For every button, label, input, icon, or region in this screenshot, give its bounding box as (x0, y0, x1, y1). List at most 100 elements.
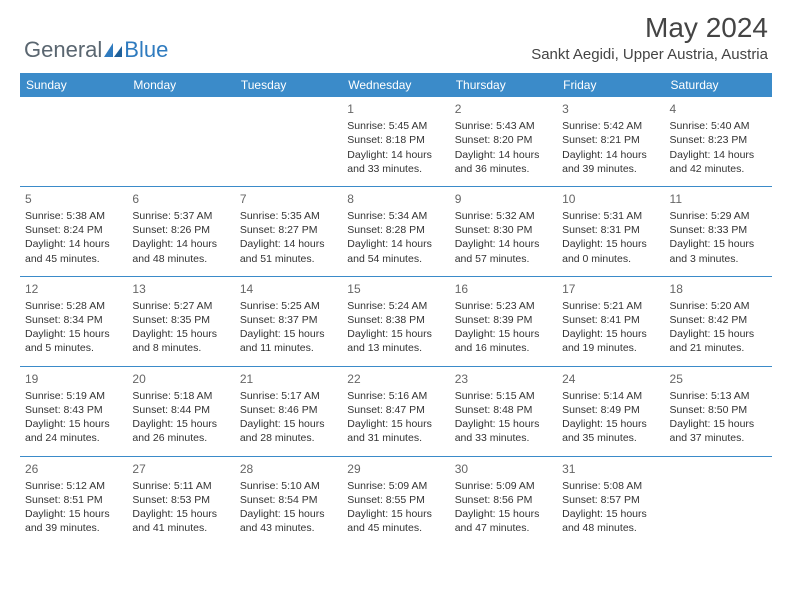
day-detail-line: Sunset: 8:30 PM (455, 223, 552, 237)
day-number: 5 (25, 191, 122, 207)
day-detail-line: Daylight: 14 hours (455, 237, 552, 251)
calendar-cell: 6 Sunrise: 5:37 AMSunset: 8:26 PMDaylight… (127, 186, 234, 276)
day-detail-line: Sunrise: 5:27 AM (132, 299, 229, 313)
day-number: 9 (455, 191, 552, 207)
day-detail-line: and 0 minutes. (562, 252, 659, 266)
day-detail-line: Daylight: 14 hours (240, 237, 337, 251)
day-detail-line: Sunset: 8:39 PM (455, 313, 552, 327)
day-detail-line: and 35 minutes. (562, 431, 659, 445)
day-detail-line: and 21 minutes. (670, 341, 767, 355)
day-detail-line: Daylight: 15 hours (455, 417, 552, 431)
calendar-row: 5Sunrise: 5:38 AMSunset: 8:24 PMDaylight… (20, 186, 772, 276)
day-detail-line: Daylight: 14 hours (132, 237, 229, 251)
title-block: May 2024 Sankt Aegidi, Upper Austria, Au… (531, 12, 768, 63)
day-detail-line: Sunset: 8:55 PM (347, 493, 444, 507)
calendar-cell: 1 Sunrise: 5:45 AMSunset: 8:18 PMDaylight… (342, 97, 449, 186)
day-number: 10 (562, 191, 659, 207)
day-detail-line: Daylight: 15 hours (240, 507, 337, 521)
day-detail-line: Daylight: 15 hours (132, 507, 229, 521)
day-detail-line: and 19 minutes. (562, 341, 659, 355)
calendar-row: 1Sunrise: 5:45 AMSunset: 8:18 PMDaylight… (20, 97, 772, 186)
day-number: 19 (25, 371, 122, 387)
weekday-header: Saturday (665, 73, 772, 97)
day-number: 17 (562, 281, 659, 297)
day-detail-line: Sunset: 8:50 PM (670, 403, 767, 417)
calendar-row: 12Sunrise: 5:28 AMSunset: 8:34 PMDayligh… (20, 276, 772, 366)
logo: General Blue (24, 37, 168, 63)
day-detail-line: Sunset: 8:18 PM (347, 133, 444, 147)
day-detail-line: and 28 minutes. (240, 431, 337, 445)
calendar-cell: 23Sunrise: 5:15 AMSunset: 8:48 PMDayligh… (450, 366, 557, 456)
calendar-cell (20, 97, 127, 186)
day-number: 2 (455, 101, 552, 117)
day-detail-line: and 16 minutes. (455, 341, 552, 355)
calendar-cell: 12Sunrise: 5:28 AMSunset: 8:34 PMDayligh… (20, 276, 127, 366)
day-number: 15 (347, 281, 444, 297)
day-detail-line: and 36 minutes. (455, 162, 552, 176)
day-detail-line: Sunset: 8:28 PM (347, 223, 444, 237)
day-detail-line: Daylight: 14 hours (347, 148, 444, 162)
calendar-cell: 8Sunrise: 5:34 AMSunset: 8:28 PMDaylight… (342, 186, 449, 276)
day-detail-line: and 37 minutes. (670, 431, 767, 445)
weekday-header: Sunday (20, 73, 127, 97)
day-detail-line: Sunset: 8:51 PM (25, 493, 122, 507)
day-detail-line: Daylight: 15 hours (347, 507, 444, 521)
day-detail-line: Sunrise: 5:09 AM (455, 479, 552, 493)
day-detail-line: Sunrise: 5:14 AM (562, 389, 659, 403)
day-detail-line: Sunset: 8:23 PM (670, 133, 767, 147)
day-number: 12 (25, 281, 122, 297)
day-number: 21 (240, 371, 337, 387)
day-number: 14 (240, 281, 337, 297)
day-detail-line: Sunrise: 5:20 AM (670, 299, 767, 313)
day-number: 13 (132, 281, 229, 297)
calendar-cell: 26Sunrise: 5:12 AMSunset: 8:51 PMDayligh… (20, 456, 127, 545)
day-detail-line: Sunset: 8:53 PM (132, 493, 229, 507)
calendar-cell: 18Sunrise: 5:20 AMSunset: 8:42 PMDayligh… (665, 276, 772, 366)
calendar-cell: 15Sunrise: 5:24 AMSunset: 8:38 PMDayligh… (342, 276, 449, 366)
weekday-header: Monday (127, 73, 234, 97)
day-detail-line: Sunset: 8:26 PM (132, 223, 229, 237)
calendar-table: Sunday Monday Tuesday Wednesday Thursday… (20, 73, 772, 545)
day-detail-line: Daylight: 15 hours (240, 327, 337, 341)
day-detail-line: Daylight: 14 hours (347, 237, 444, 251)
day-detail-line: Daylight: 15 hours (347, 327, 444, 341)
day-detail-line: Daylight: 14 hours (670, 148, 767, 162)
location-text: Sankt Aegidi, Upper Austria, Austria (531, 46, 768, 63)
day-detail-line: Sunrise: 5:28 AM (25, 299, 122, 313)
day-detail-line: Sunrise: 5:32 AM (455, 209, 552, 223)
day-detail-line: and 48 minutes. (562, 521, 659, 535)
calendar-cell (235, 97, 342, 186)
calendar-cell: 10Sunrise: 5:31 AMSunset: 8:31 PMDayligh… (557, 186, 664, 276)
calendar-cell: 4Sunrise: 5:40 AMSunset: 8:23 PMDaylight… (665, 97, 772, 186)
weekday-header: Thursday (450, 73, 557, 97)
day-number: 22 (347, 371, 444, 387)
day-detail-line: Sunrise: 5:12 AM (25, 479, 122, 493)
day-detail-line: and 57 minutes. (455, 252, 552, 266)
day-number: 1 (347, 101, 444, 117)
day-number: 23 (455, 371, 552, 387)
weekday-header: Wednesday (342, 73, 449, 97)
day-number: 6 (132, 191, 229, 207)
day-detail-line: and 5 minutes. (25, 341, 122, 355)
day-detail-line: Sunset: 8:33 PM (670, 223, 767, 237)
day-detail-line: Sunset: 8:48 PM (455, 403, 552, 417)
calendar-cell: 21Sunrise: 5:17 AMSunset: 8:46 PMDayligh… (235, 366, 342, 456)
calendar-cell: 27Sunrise: 5:11 AMSunset: 8:53 PMDayligh… (127, 456, 234, 545)
day-number: 11 (670, 191, 767, 207)
day-detail-line: Sunrise: 5:45 AM (347, 119, 444, 133)
calendar-row: 19Sunrise: 5:19 AMSunset: 8:43 PMDayligh… (20, 366, 772, 456)
calendar-cell: 24Sunrise: 5:14 AMSunset: 8:49 PMDayligh… (557, 366, 664, 456)
day-detail-line: Sunrise: 5:31 AM (562, 209, 659, 223)
day-detail-line: Sunset: 8:46 PM (240, 403, 337, 417)
day-detail-line: and 48 minutes. (132, 252, 229, 266)
day-detail-line: Sunset: 8:44 PM (132, 403, 229, 417)
day-number: 20 (132, 371, 229, 387)
day-detail-line: Sunrise: 5:24 AM (347, 299, 444, 313)
day-detail-line: Daylight: 15 hours (132, 417, 229, 431)
day-detail-line: and 33 minutes. (347, 162, 444, 176)
calendar-cell: 22Sunrise: 5:16 AMSunset: 8:47 PMDayligh… (342, 366, 449, 456)
day-detail-line: and 11 minutes. (240, 341, 337, 355)
calendar-cell: 16Sunrise: 5:23 AMSunset: 8:39 PMDayligh… (450, 276, 557, 366)
day-detail-line: Sunset: 8:37 PM (240, 313, 337, 327)
day-detail-line: Sunrise: 5:37 AM (132, 209, 229, 223)
